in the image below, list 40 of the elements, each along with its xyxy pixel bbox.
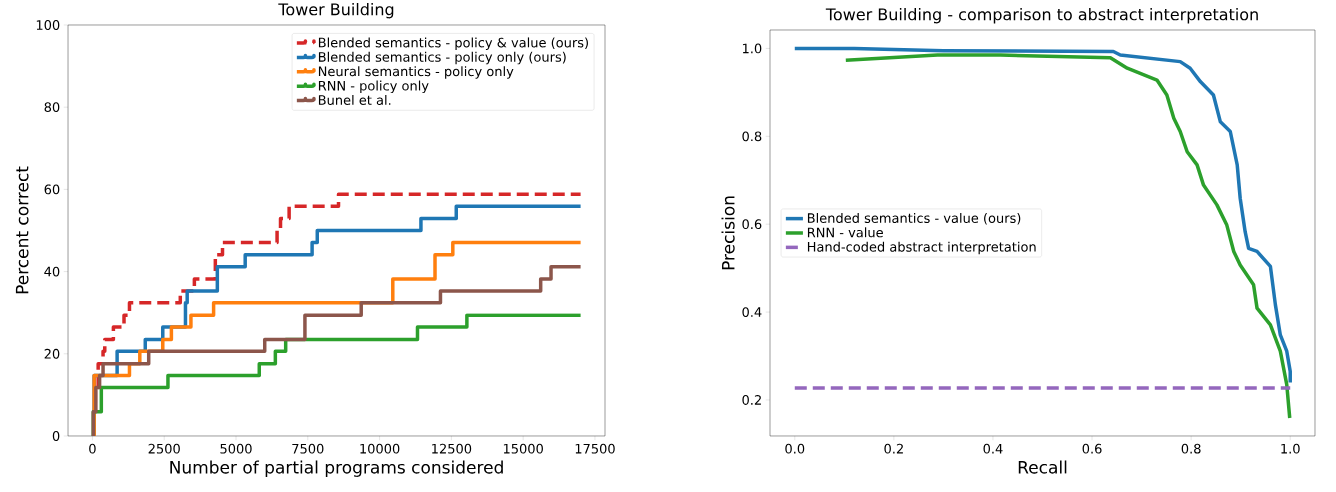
y-tick-label: 0.2 bbox=[742, 395, 761, 405]
y-tick-label: 20 bbox=[44, 348, 60, 359]
x-tick-label: 0.0 bbox=[785, 443, 805, 454]
legend-label: Blended semantics - policy & value (ours) bbox=[318, 37, 588, 50]
legend-label: RNN - value bbox=[807, 227, 883, 238]
y-tick-label: 0.8 bbox=[742, 131, 762, 142]
x-tick-label: 7500 bbox=[292, 443, 324, 454]
y-tick-label: 80 bbox=[44, 102, 60, 113]
legend-label: Neural semantics - policy only bbox=[318, 66, 514, 79]
x-tick-label: 17500 bbox=[575, 443, 615, 454]
x-tick-label: 0.4 bbox=[983, 443, 1003, 454]
legend-label: Blended semantics - policy only (ours) bbox=[318, 51, 566, 65]
x-tick-label: 1.0 bbox=[1281, 443, 1300, 454]
chart-title: Tower Building bbox=[278, 2, 394, 19]
x-tick-label: 0.2 bbox=[884, 443, 903, 454]
x-tick-label: 0.8 bbox=[1181, 443, 1201, 454]
x-axis-title: Recall bbox=[1018, 460, 1067, 474]
x-tick-label: 0.6 bbox=[1082, 443, 1102, 454]
y-tick-label: 1.0 bbox=[742, 43, 762, 54]
y-axis-title: Precision bbox=[721, 196, 735, 270]
x-tick-label: 15000 bbox=[503, 443, 543, 454]
legend-label: RNN - policy only bbox=[318, 80, 429, 94]
y-tick-label: 0.6 bbox=[742, 219, 762, 230]
x-tick-label: 2500 bbox=[148, 443, 180, 454]
chart-title: Tower Building - comparison to abstract interpretation bbox=[825, 7, 1258, 24]
legend-label: Bunel et al. bbox=[318, 94, 391, 105]
legend-label: Blended semantics - value (ours) bbox=[807, 212, 1021, 225]
y-tick-label: 100 bbox=[36, 20, 60, 30]
x-axis-title: Number of partial programs considered bbox=[170, 460, 503, 477]
y-tick-label: 40 bbox=[44, 266, 60, 277]
line-series bbox=[793, 46, 1292, 385]
x-tick-label: 0 bbox=[89, 443, 96, 454]
legend-label: Hand-coded abstract interpretation bbox=[807, 241, 1036, 255]
x-tick-label: 12500 bbox=[432, 443, 472, 454]
x-tick-label: 5000 bbox=[220, 443, 252, 454]
x-tick-label: 10000 bbox=[360, 443, 400, 454]
y-tick-label: 0.4 bbox=[742, 307, 762, 317]
y-axis-title: Percent correct bbox=[15, 166, 29, 294]
y-tick-label: 0 bbox=[52, 431, 60, 441]
y-tick-label: 60 bbox=[44, 184, 60, 195]
